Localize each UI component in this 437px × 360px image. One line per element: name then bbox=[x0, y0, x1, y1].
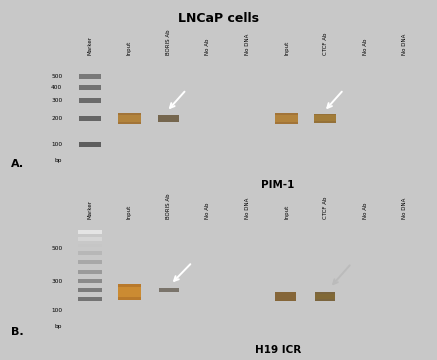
Bar bbox=[78, 288, 102, 292]
Bar bbox=[78, 279, 102, 283]
Bar bbox=[275, 113, 298, 124]
Bar bbox=[78, 237, 102, 241]
Text: bp: bp bbox=[55, 324, 62, 329]
Bar bbox=[78, 260, 102, 264]
Bar bbox=[118, 113, 141, 124]
Bar bbox=[118, 115, 141, 122]
Bar bbox=[275, 292, 296, 301]
Text: CTCF Ab: CTCF Ab bbox=[323, 197, 329, 219]
Text: 500: 500 bbox=[51, 74, 62, 79]
Text: No Ab: No Ab bbox=[205, 39, 211, 55]
Text: No DNA: No DNA bbox=[245, 198, 250, 219]
Bar bbox=[78, 297, 102, 301]
Bar bbox=[78, 243, 102, 247]
Bar bbox=[275, 115, 298, 122]
Bar bbox=[78, 251, 102, 255]
Text: Input: Input bbox=[127, 205, 132, 219]
Text: Input: Input bbox=[284, 205, 289, 219]
Text: Input: Input bbox=[127, 41, 132, 55]
Text: No Ab: No Ab bbox=[205, 203, 211, 219]
Text: 300: 300 bbox=[51, 98, 62, 103]
Text: No Ab: No Ab bbox=[363, 39, 368, 55]
Text: 500: 500 bbox=[51, 246, 62, 251]
Text: No Ab: No Ab bbox=[363, 203, 368, 219]
Text: No DNA: No DNA bbox=[402, 33, 407, 55]
Text: B.: B. bbox=[11, 327, 24, 337]
Text: A.: A. bbox=[11, 159, 24, 169]
Bar bbox=[78, 270, 102, 274]
Text: PIM-1: PIM-1 bbox=[261, 180, 295, 190]
Text: BORIS Ab: BORIS Ab bbox=[166, 194, 171, 219]
Text: CTCF Ab: CTCF Ab bbox=[323, 32, 329, 55]
Bar bbox=[118, 284, 141, 300]
Text: 100: 100 bbox=[51, 307, 62, 312]
Text: 200: 200 bbox=[51, 116, 62, 121]
Text: 100: 100 bbox=[51, 142, 62, 147]
Bar bbox=[314, 116, 336, 121]
Bar bbox=[315, 292, 335, 301]
Bar bbox=[79, 116, 101, 121]
Text: BORIS Ab: BORIS Ab bbox=[166, 29, 171, 55]
Bar bbox=[159, 288, 178, 292]
Bar bbox=[79, 74, 101, 79]
Text: Input: Input bbox=[284, 41, 289, 55]
Text: No DNA: No DNA bbox=[245, 33, 250, 55]
Bar bbox=[79, 142, 101, 147]
Bar bbox=[118, 287, 141, 297]
Bar bbox=[79, 98, 101, 103]
Text: bp: bp bbox=[55, 158, 62, 163]
Text: No DNA: No DNA bbox=[402, 198, 407, 219]
Bar bbox=[78, 230, 102, 234]
Bar bbox=[314, 114, 336, 123]
Text: Marker: Marker bbox=[87, 36, 93, 55]
Bar bbox=[158, 114, 179, 122]
Bar bbox=[79, 85, 101, 90]
Bar bbox=[315, 294, 335, 300]
Text: 400: 400 bbox=[51, 85, 62, 90]
Text: H19 ICR: H19 ICR bbox=[255, 346, 301, 355]
Text: LNCaP cells: LNCaP cells bbox=[178, 12, 259, 26]
Text: 300: 300 bbox=[51, 279, 62, 284]
Text: Marker: Marker bbox=[87, 200, 93, 219]
